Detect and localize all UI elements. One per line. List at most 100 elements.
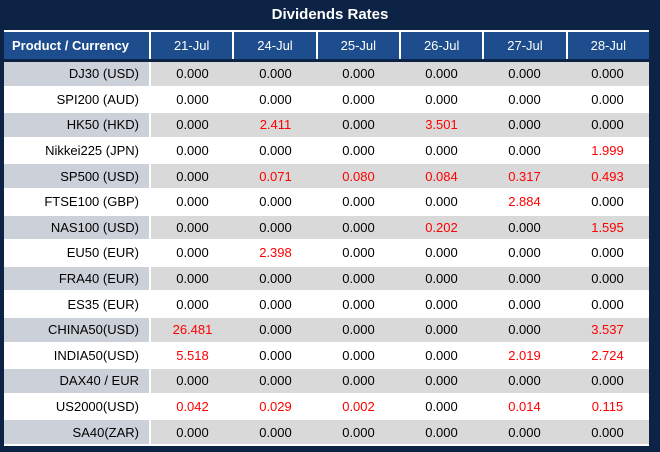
- dividend-value-cell: 0.000: [234, 87, 317, 112]
- dividend-value-cell: 0.000: [566, 189, 649, 214]
- product-label-cell: ES35 (EUR): [4, 292, 149, 316]
- dividend-value-cell: 2.411: [234, 113, 317, 137]
- dividend-value-cell: 0.000: [483, 87, 566, 112]
- table-row: SPI200 (AUD) 0.000 0.000 0.000 0.000 0.000 0.0…: [4, 87, 649, 114]
- dividend-value-cell: 3.537: [566, 317, 649, 342]
- dividend-value-cell: 0.000: [149, 87, 234, 112]
- dividend-value-cell: 0.000: [234, 317, 317, 342]
- product-label-cell: DAX40 / EUR: [4, 369, 149, 393]
- dividend-value-cell: 0.084: [400, 164, 483, 188]
- dividend-value-cell: 0.000: [149, 241, 234, 265]
- product-label-cell: CHINA50(USD): [4, 317, 149, 342]
- dividend-value-cell: 0.000: [483, 138, 566, 163]
- dividend-value-cell: 0.000: [566, 266, 649, 291]
- dividend-value-cell: 1.595: [566, 215, 649, 240]
- dividend-value-cell: 0.115: [566, 394, 649, 419]
- dividend-value-cell: 0.000: [149, 266, 234, 291]
- dividend-value-cell: 0.000: [483, 420, 566, 444]
- column-header-date: 28-Jul: [565, 32, 649, 59]
- dividend-value-cell: 0.000: [317, 189, 400, 214]
- column-header-date: 24-Jul: [232, 32, 316, 59]
- table-header-row: Product / Currency 21-Jul 24-Jul 25-Jul 26-…: [4, 30, 649, 59]
- dividend-value-cell: 0.000: [400, 138, 483, 163]
- dividend-value-cell: 0.000: [234, 189, 317, 214]
- dividend-value-cell: 0.000: [317, 241, 400, 265]
- product-label-cell: HK50 (HKD): [4, 113, 149, 137]
- product-label-cell: US2000(USD): [4, 394, 149, 419]
- dividend-value-cell: 0.000: [400, 189, 483, 214]
- product-label-cell: DJ30 (USD): [4, 62, 149, 86]
- dividend-value-cell: 0.000: [400, 343, 483, 368]
- dividend-value-cell: 0.000: [483, 215, 566, 240]
- dividend-value-cell: 0.000: [234, 62, 317, 86]
- product-label-cell: FRA40 (EUR): [4, 266, 149, 291]
- dividend-value-cell: 0.000: [317, 215, 400, 240]
- product-label-cell: NAS100 (USD): [4, 215, 149, 240]
- table-row: DAX40 / EUR 0.000 0.000 0.000 0.000 0.000 0.00…: [4, 369, 649, 395]
- dividend-value-cell: 0.000: [234, 138, 317, 163]
- dividend-value-cell: 0.000: [400, 369, 483, 393]
- dividend-value-cell: 0.000: [234, 420, 317, 444]
- dividend-value-cell: 0.000: [566, 87, 649, 112]
- dividend-value-cell: 2.019: [483, 343, 566, 368]
- dividends-table: Product / Currency 21-Jul 24-Jul 25-Jul 26-…: [4, 30, 649, 446]
- dividend-value-cell: 26.481: [149, 317, 234, 342]
- dividend-value-cell: 0.000: [317, 113, 400, 137]
- dividend-value-cell: 0.000: [483, 266, 566, 291]
- dividend-value-cell: 0.000: [400, 266, 483, 291]
- dividend-value-cell: 0.000: [317, 292, 400, 316]
- column-header-date: 27-Jul: [482, 32, 566, 59]
- dividend-value-cell: 0.202: [400, 215, 483, 240]
- dividend-value-cell: 0.071: [234, 164, 317, 188]
- dividend-value-cell: 0.000: [483, 317, 566, 342]
- dividend-value-cell: 0.000: [149, 292, 234, 316]
- dividend-value-cell: 0.000: [566, 113, 649, 137]
- dividend-value-cell: 0.000: [234, 292, 317, 316]
- dividend-value-cell: 0.000: [566, 369, 649, 393]
- dividend-value-cell: 0.000: [400, 420, 483, 444]
- product-label-cell: Nikkei225 (JPN): [4, 138, 149, 163]
- dividend-value-cell: 0.002: [317, 394, 400, 419]
- dividend-value-cell: 0.000: [483, 241, 566, 265]
- dividend-value-cell: 0.000: [317, 87, 400, 112]
- dividend-value-cell: 0.000: [566, 292, 649, 316]
- dividend-value-cell: 0.000: [149, 62, 234, 86]
- product-label-cell: INDIA50(USD): [4, 343, 149, 368]
- dividend-value-cell: 0.000: [483, 369, 566, 393]
- dividend-value-cell: 2.398: [234, 241, 317, 265]
- page-title: Dividends Rates: [271, 6, 389, 23]
- dividend-value-cell: 0.000: [400, 241, 483, 265]
- dividend-value-cell: 0.000: [149, 113, 234, 137]
- dividend-value-cell: 0.000: [317, 266, 400, 291]
- table-row: NAS100 (USD) 0.000 0.000 0.000 0.202 0.000 1.5…: [4, 215, 649, 242]
- dividend-value-cell: 0.000: [234, 343, 317, 368]
- dividend-value-cell: 0.493: [566, 164, 649, 188]
- dividend-value-cell: 5.518: [149, 343, 234, 368]
- dividend-value-cell: 0.000: [566, 241, 649, 265]
- dividend-value-cell: 0.000: [317, 343, 400, 368]
- table-row: ES35 (EUR) 0.000 0.000 0.000 0.000 0.000 0.000: [4, 292, 649, 318]
- dividend-value-cell: 0.000: [483, 113, 566, 137]
- column-header-date: 21-Jul: [149, 32, 233, 59]
- table-row: US2000(USD) 0.042 0.029 0.002 0.000 0.014 0.11…: [4, 394, 649, 421]
- dividend-value-cell: 0.000: [400, 317, 483, 342]
- table-row: DJ30 (USD) 0.000 0.000 0.000 0.000 0.000 0.000: [4, 62, 649, 88]
- dividend-value-cell: 0.000: [317, 369, 400, 393]
- column-header-date: 26-Jul: [398, 32, 483, 59]
- dividend-value-cell: 0.000: [149, 138, 234, 163]
- dividend-value-cell: 0.042: [149, 394, 234, 419]
- table-body: DJ30 (USD) 0.000 0.000 0.000 0.000 0.000 0.000…: [4, 62, 649, 446]
- dividend-value-cell: 0.000: [234, 215, 317, 240]
- dividend-value-cell: 0.000: [483, 62, 566, 86]
- table-row: EU50 (EUR) 0.000 2.398 0.000 0.000 0.000 0.000: [4, 241, 649, 267]
- dividend-value-cell: 0.000: [400, 394, 483, 419]
- table-row: CHINA50(USD) 26.481 0.000 0.000 0.000 0.000 3.…: [4, 317, 649, 344]
- dividend-value-cell: 0.000: [149, 164, 234, 188]
- product-label-cell: SP500 (USD): [4, 164, 149, 188]
- dividend-value-cell: 3.501: [400, 113, 483, 137]
- dividend-value-cell: 0.000: [317, 62, 400, 86]
- product-label-cell: EU50 (EUR): [4, 241, 149, 265]
- column-header-date: 25-Jul: [315, 32, 399, 59]
- dividend-value-cell: 0.000: [566, 62, 649, 86]
